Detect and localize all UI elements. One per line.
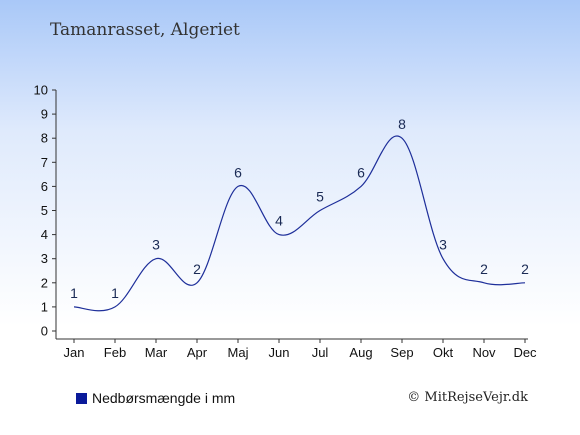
y-tick-label: 2 [41,275,48,290]
data-label: 5 [316,189,324,205]
page-title: Tamanrasset, Algeriet [50,20,240,40]
x-tick-label: Apr [187,345,208,360]
x-tick-label: Feb [104,345,126,360]
axes [55,90,528,340]
legend-swatch [76,392,87,404]
legend: Nedbørsmængde i mm [76,390,235,406]
y-axis-ticks: 0 1 2 3 4 5 6 7 8 9 10 [34,83,56,339]
legend-label: Nedbørsmængde i mm [92,390,236,406]
precipitation-line [73,135,526,312]
y-tick-label: 5 [41,203,48,218]
y-tick-label: 1 [41,299,48,314]
data-label: 2 [480,261,488,277]
y-tick-label: 0 [41,324,48,339]
x-tick-label: Mar [145,345,168,360]
data-label: 3 [439,237,447,253]
data-label: 4 [275,213,283,229]
y-tick-label: 3 [41,251,48,266]
data-label: 2 [193,261,201,277]
y-tick-label: 6 [41,179,48,194]
data-label: 1 [111,285,119,301]
data-labels: 1 1 3 2 6 4 5 6 8 3 2 2 [70,116,529,301]
x-tick-label: Okt [433,345,454,360]
x-tick-label: Jul [312,345,329,360]
x-tick-label: Jan [64,345,85,360]
data-label: 1 [70,285,78,301]
x-tick-label: Dec [513,345,537,360]
y-tick-label: 8 [41,131,48,146]
data-label: 6 [234,164,242,180]
x-axis-ticks: Jan Feb Mar Apr Maj Jun Jul Aug Sep Okt Nov Dec [64,339,537,360]
data-label: 2 [521,261,529,277]
data-label: 3 [152,237,160,253]
x-tick-label: Sep [390,345,413,360]
y-tick-label: 9 [41,107,48,122]
data-label: 6 [357,164,365,180]
y-tick-label: 4 [41,227,48,242]
data-label: 8 [398,116,406,132]
y-tick-label: 10 [34,83,48,98]
x-tick-label: Aug [349,345,372,360]
x-tick-label: Maj [228,345,249,360]
x-tick-label: Jun [269,345,290,360]
credit-text: © MitRejseVejr.dk [407,390,528,405]
x-tick-label: Nov [472,345,496,360]
y-tick-label: 7 [41,155,48,170]
